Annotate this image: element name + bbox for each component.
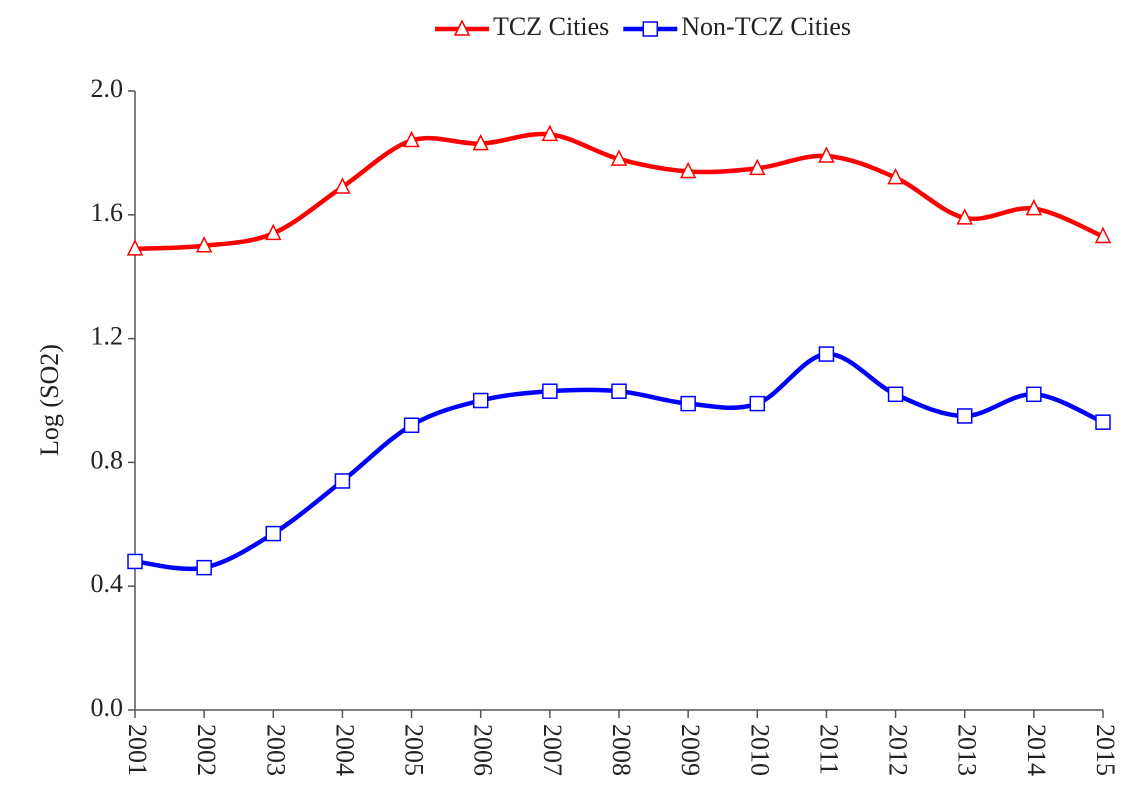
- data-point: [679, 161, 697, 179]
- data-point: [334, 473, 351, 489]
- x-tick-label: 2008: [607, 724, 636, 776]
- data-point: [541, 124, 559, 142]
- y-tick-label: 1.2: [91, 322, 124, 351]
- legend-label: Non-TCZ Cities: [681, 12, 851, 41]
- data-point: [472, 133, 489, 151]
- x-tick-label: 2012: [884, 724, 913, 776]
- y-tick-label: 1.6: [91, 198, 124, 227]
- data-point: [1025, 198, 1043, 216]
- data-point: [818, 146, 835, 163]
- x-tick-label: 2015: [1091, 724, 1120, 776]
- x-tick-label: 2004: [330, 724, 359, 776]
- data-point: [334, 177, 351, 194]
- data-point: [680, 395, 696, 412]
- x-tick-label: 2005: [400, 724, 429, 776]
- x-tick-label: 2007: [538, 724, 567, 776]
- data-point: [1095, 414, 1111, 430]
- x-tick-label: 2001: [123, 724, 152, 776]
- data-point: [887, 167, 904, 185]
- x-tick-label: 2002: [192, 724, 221, 776]
- y-tick-label: 0.0: [91, 693, 124, 722]
- data-point: [1094, 226, 1112, 244]
- data-point: [403, 417, 420, 434]
- y-tick-label: 2.0: [91, 74, 124, 103]
- x-tick-label: 2006: [469, 724, 498, 776]
- x-tick-label: 2003: [261, 724, 290, 776]
- data-point: [1026, 386, 1042, 403]
- y-tick-label: 0.8: [91, 445, 124, 474]
- data-point: [265, 223, 282, 241]
- y-tick-label: 0.4: [91, 569, 124, 598]
- data-point: [126, 239, 144, 256]
- x-tick-label: 2014: [1022, 724, 1051, 776]
- data-point: [196, 559, 212, 576]
- data-point: [749, 158, 766, 176]
- x-tick-label: 2009: [676, 724, 705, 776]
- legend-label: TCZ Cities: [493, 12, 609, 41]
- data-point: [887, 386, 904, 403]
- x-tick-label: 2011: [814, 724, 843, 775]
- data-point: [542, 383, 558, 399]
- data-point: [818, 346, 835, 362]
- legend-marker: [453, 19, 471, 36]
- data-point: [403, 130, 420, 148]
- data-point: [611, 383, 627, 399]
- data-point: [956, 208, 973, 225]
- y-axis-label: Log (SO2): [35, 344, 64, 456]
- data-point: [195, 236, 213, 253]
- data-point: [127, 553, 143, 570]
- data-point: [472, 392, 489, 409]
- data-point: [610, 149, 628, 166]
- data-point: [265, 525, 282, 542]
- x-tick-label: 2010: [745, 724, 774, 776]
- data-point: [749, 395, 766, 412]
- legend-marker: [642, 21, 659, 37]
- data-point: [956, 408, 973, 424]
- x-tick-label: 2013: [953, 724, 982, 776]
